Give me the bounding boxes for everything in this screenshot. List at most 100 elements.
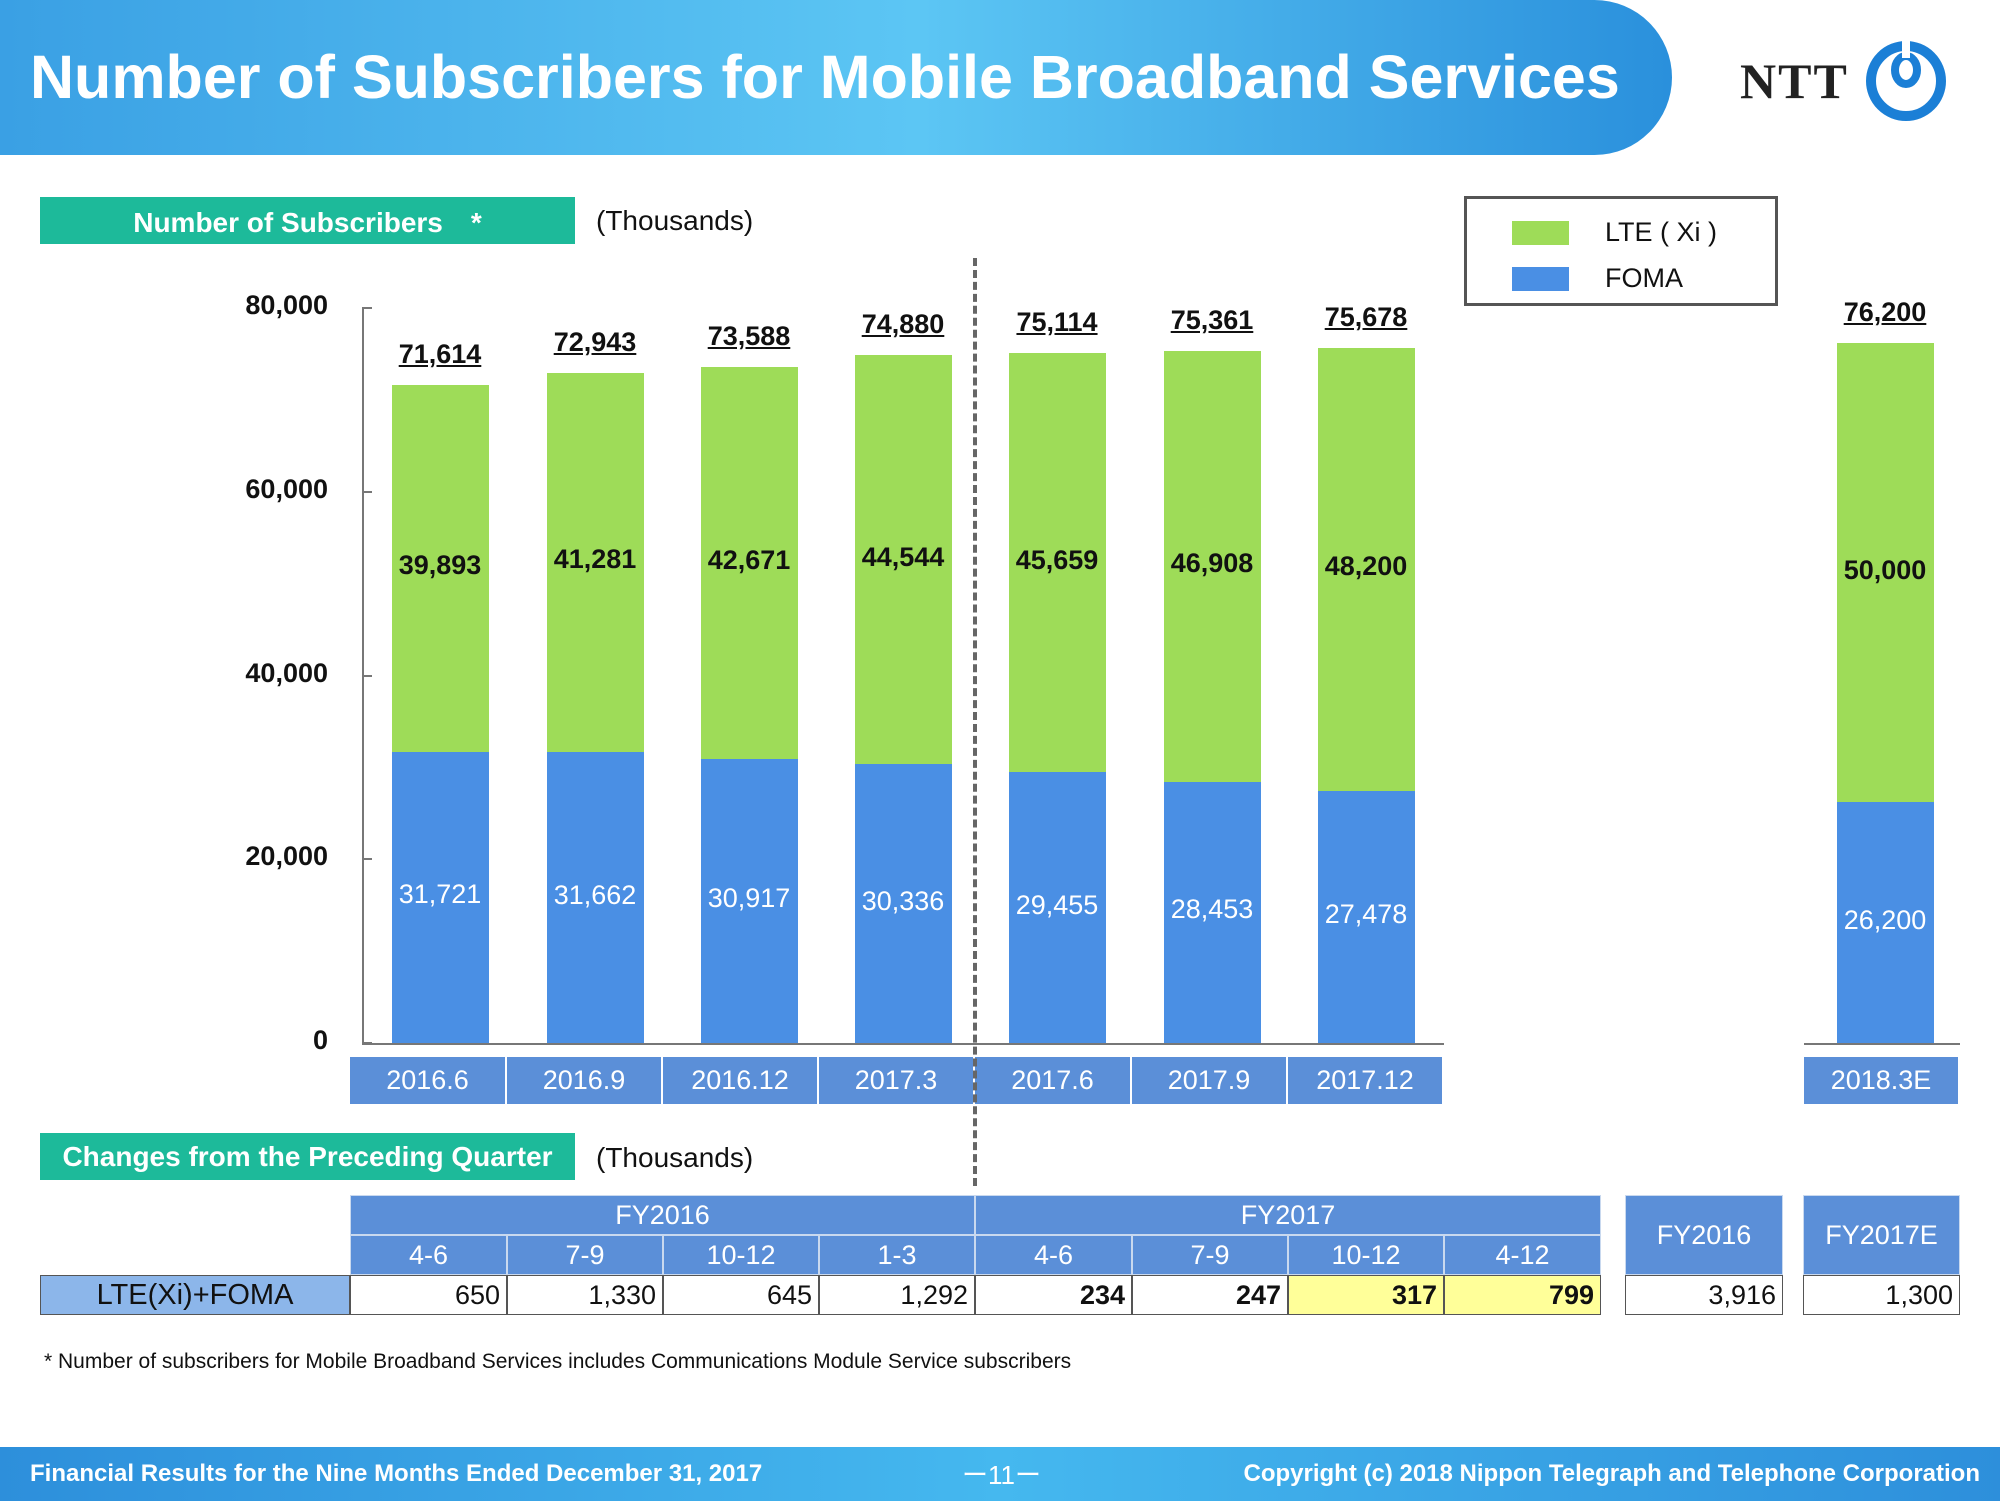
table-row-label: LTE(Xi)+FOMA	[40, 1275, 350, 1315]
bar-lte	[1008, 352, 1106, 773]
x-category-label: 2017.9	[1132, 1057, 1288, 1104]
bar-lte	[700, 366, 798, 759]
quarter-header: 10-12	[663, 1235, 819, 1275]
x-category-label: 2017.12	[1288, 1057, 1444, 1104]
logo-text: NTT	[1740, 53, 1849, 109]
bar-lte	[391, 385, 489, 752]
quarter-header: 4-6	[350, 1235, 507, 1275]
page-number: ー11ー	[962, 1460, 1041, 1490]
table-value-cell: 317	[1288, 1275, 1444, 1315]
y-tick	[362, 490, 372, 493]
bar-lte	[1163, 350, 1261, 782]
table-value-cell: 247	[1132, 1275, 1288, 1315]
fy-header: FY2017	[975, 1195, 1601, 1235]
bar-total-label: 74,880	[861, 309, 945, 340]
page-title: Number of Subscribers for Mobile Broadba…	[30, 43, 1620, 111]
legend-label-lte: LTE ( Xi )	[1605, 217, 1718, 247]
footer-copyright: Copyright (c) 2018 Nippon Telegraph and …	[1243, 1460, 1981, 1487]
ntt-logo: NTT	[1740, 40, 1955, 125]
x-axis-line-forecast	[1804, 1043, 1960, 1045]
legend-item-foma: FOMA	[1512, 263, 1683, 294]
quarter-header: 7-9	[507, 1235, 663, 1275]
lte-value-label: 39,893	[398, 550, 482, 581]
footer-bar: Financial Results for the Nine Months En…	[0, 1447, 2000, 1501]
legend-swatch-foma	[1512, 266, 1569, 291]
table-value-cell: 650	[350, 1275, 507, 1315]
bar-foma	[1163, 781, 1261, 1043]
bar-foma	[1008, 772, 1106, 1043]
annual-header: FY2016	[1625, 1195, 1783, 1275]
quarter-header: 1-3	[819, 1235, 975, 1275]
foma-value-label: 30,917	[707, 882, 791, 913]
x-category-label: 2016.12	[663, 1057, 819, 1104]
foma-value-label: 30,336	[861, 885, 945, 916]
lte-value-label: 48,200	[1324, 551, 1408, 582]
table-value-cell: 1,292	[819, 1275, 975, 1315]
changes-units-label: (Thousands)	[596, 1142, 754, 1173]
annual-value-cell: 1,300	[1803, 1275, 1960, 1315]
x-category-label: 2016.9	[507, 1057, 663, 1104]
bar-total-label: 73,588	[707, 320, 791, 351]
chart-units-label: (Thousands)	[596, 205, 754, 236]
bar-foma	[391, 751, 489, 1043]
lte-value-label: 42,671	[707, 544, 791, 575]
table-value-cell: 645	[663, 1275, 819, 1315]
bar-foma	[546, 752, 644, 1043]
ntt-logo-icon	[1866, 40, 1946, 121]
lte-value-label: 50,000	[1843, 554, 1927, 585]
legend-label-foma: FOMA	[1605, 263, 1683, 293]
y-tick	[362, 307, 372, 309]
y-tick	[362, 858, 372, 861]
y-tick-label: 60,000	[245, 473, 328, 504]
bar-lte	[854, 355, 952, 765]
bar-foma	[1836, 802, 1934, 1043]
y-tick	[362, 674, 372, 677]
quarter-header: 10-12	[1288, 1235, 1444, 1275]
y-tick-label: 20,000	[245, 841, 328, 872]
changes-section-tag: Changes from the Preceding Quarter	[40, 1133, 575, 1180]
lte-value-label: 44,544	[861, 541, 945, 572]
legend-item-lte: LTE ( Xi )	[1512, 217, 1717, 248]
header-banner: Number of Subscribers for Mobile Broadba…	[0, 0, 1672, 155]
quarter-header: 4-12	[1444, 1235, 1601, 1275]
y-tick-label: 80,000	[245, 290, 328, 320]
lte-value-label: 45,659	[1015, 544, 1099, 575]
bar-total-label: 76,200	[1843, 296, 1927, 327]
y-tick-label: 40,000	[245, 657, 328, 688]
foma-value-label: 31,662	[553, 879, 637, 910]
lte-value-label: 46,908	[1170, 548, 1254, 579]
x-category-label: 2016.6	[350, 1057, 507, 1104]
lte-value-label: 41,281	[553, 544, 637, 575]
bar-total-label: 72,943	[553, 326, 637, 357]
footer-left-text: Financial Results for the Nine Months En…	[30, 1460, 763, 1487]
bar-total-label: 71,614	[398, 339, 482, 370]
subscribers-section-tag: Number of Subscribers *	[40, 197, 575, 244]
x-category-label: 2017.3	[819, 1057, 975, 1104]
foma-value-label: 26,200	[1843, 904, 1927, 935]
annual-header: FY2017E	[1803, 1195, 1960, 1275]
foma-value-label: 27,478	[1324, 898, 1408, 929]
bar-total-label: 75,361	[1170, 304, 1254, 335]
bar-lte	[546, 372, 644, 753]
x-category-label: 2018.3E	[1804, 1057, 1960, 1104]
annual-value-cell: 3,916	[1625, 1275, 1783, 1315]
x-axis-line	[362, 1043, 1444, 1045]
table-value-cell: 234	[975, 1275, 1132, 1315]
fy-header: FY2016	[350, 1195, 975, 1235]
footnote: * Number of subscribers for Mobile Broad…	[44, 1350, 1072, 1373]
table-value-cell: 799	[1444, 1275, 1601, 1315]
bar-lte	[1317, 347, 1415, 791]
legend-swatch-lte	[1512, 220, 1569, 245]
bar-foma	[1317, 790, 1415, 1043]
bar-lte	[1836, 342, 1934, 803]
bar-foma	[700, 758, 798, 1043]
foma-value-label: 31,721	[398, 879, 482, 910]
chart-legend: LTE ( Xi ) FOMA	[1464, 196, 1778, 306]
x-category-label: 2017.6	[975, 1057, 1132, 1104]
y-tick-label: 0	[312, 1025, 328, 1055]
table-value-cell: 1,330	[507, 1275, 663, 1315]
bar-total-label: 75,114	[1016, 306, 1098, 337]
foma-value-label: 28,453	[1170, 894, 1254, 925]
quarter-header: 4-6	[975, 1235, 1132, 1275]
bar-foma	[854, 764, 952, 1043]
